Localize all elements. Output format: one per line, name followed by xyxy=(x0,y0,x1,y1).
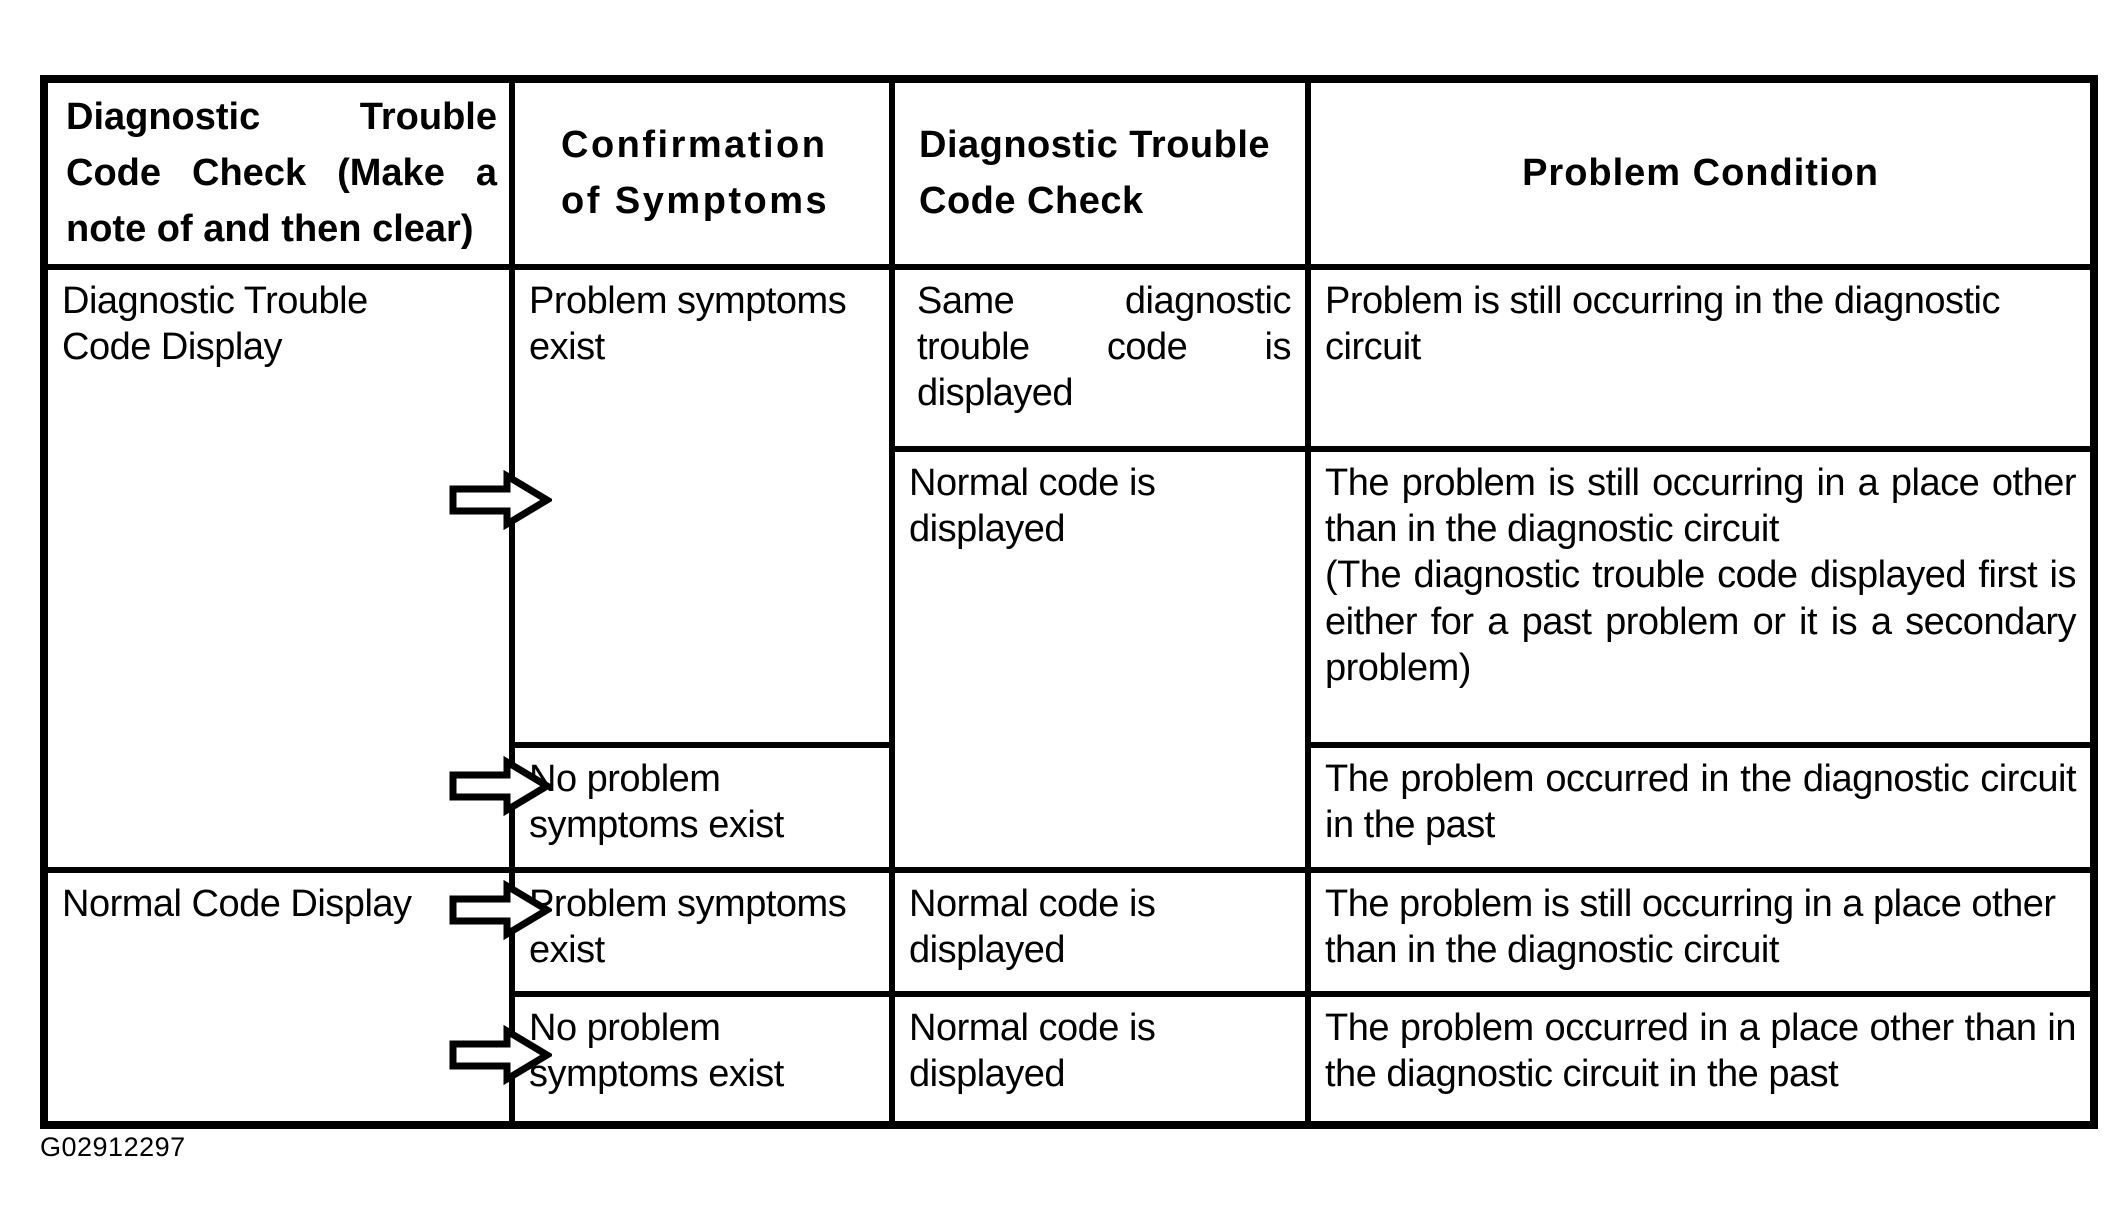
table-row: No problem symptoms exist The problem oc… xyxy=(44,741,2097,873)
right-block-arrow-icon xyxy=(448,880,552,940)
diagnostic-table: Diagnostic Trouble Code Check (Make a no… xyxy=(40,75,2098,1129)
cell-problem-occurred-other-place-past: The problem occurred in a place other th… xyxy=(1305,990,2097,1128)
table-row: Normal Code Display Problem symptoms exi… xyxy=(41,866,2097,1128)
cell-normal-code-displayed-2: Normal code is displayed xyxy=(889,866,1311,997)
right-block-arrow-icon xyxy=(448,756,552,816)
cell-normal-code-displayed-1: Normal code is displayed xyxy=(889,445,1311,873)
header-row: Diagnostic Trouble Code Check (Make a no… xyxy=(41,76,2097,270)
cell-normal-code-display: Normal Code Display xyxy=(41,866,515,1128)
cell-problem-occurred-past: The problem occurred in the diagnostic c… xyxy=(1305,741,2097,873)
header-problem-condition: Problem Condition xyxy=(1305,76,2097,270)
right-block-arrow-icon xyxy=(448,470,552,530)
cell-dtc-display: Diagnostic Trouble Code Display xyxy=(41,263,515,873)
figure-code-label: G02912297 xyxy=(40,1132,186,1162)
cell-normal-code-displayed-3: Normal code is displayed xyxy=(889,990,1311,1128)
cell-problem-other-place-secondary: The problem is still occurring in a plac… xyxy=(1305,445,2097,748)
header-dtc-check: Diagnostic Trouble Code Check xyxy=(889,76,1311,270)
cell-problem-still-occurring: Problem is still occurring in the diagno… xyxy=(1305,263,2097,452)
cell-problem-symptoms-exist-2: Problem symptoms exist xyxy=(509,866,895,997)
cell-problem-symptoms-exist-1: Problem symptoms exist xyxy=(509,263,895,748)
header-confirmation-of-symptoms: Confirmation of Symptoms xyxy=(509,76,895,270)
right-block-arrow-icon xyxy=(448,1025,552,1085)
table-row: Diagnostic Trouble Code Display Problem … xyxy=(41,263,2097,873)
cell-no-problem-symptoms-2: No problem symptoms exist xyxy=(509,990,895,1128)
table-row: Normal code is displayed The problem is … xyxy=(44,445,2097,873)
table-row: No problem symptoms exist Normal code is… xyxy=(44,990,2097,1128)
cell-same-code-displayed: Same diagnostic trouble code is displaye… xyxy=(889,263,1311,452)
cell-problem-still-other-place: The problem is still occurring in a plac… xyxy=(1305,866,2097,997)
header-dtc-check-clear: Diagnostic Trouble Code Check (Make a no… xyxy=(41,76,515,270)
cell-no-problem-symptoms-1: No problem symptoms exist xyxy=(509,741,895,873)
